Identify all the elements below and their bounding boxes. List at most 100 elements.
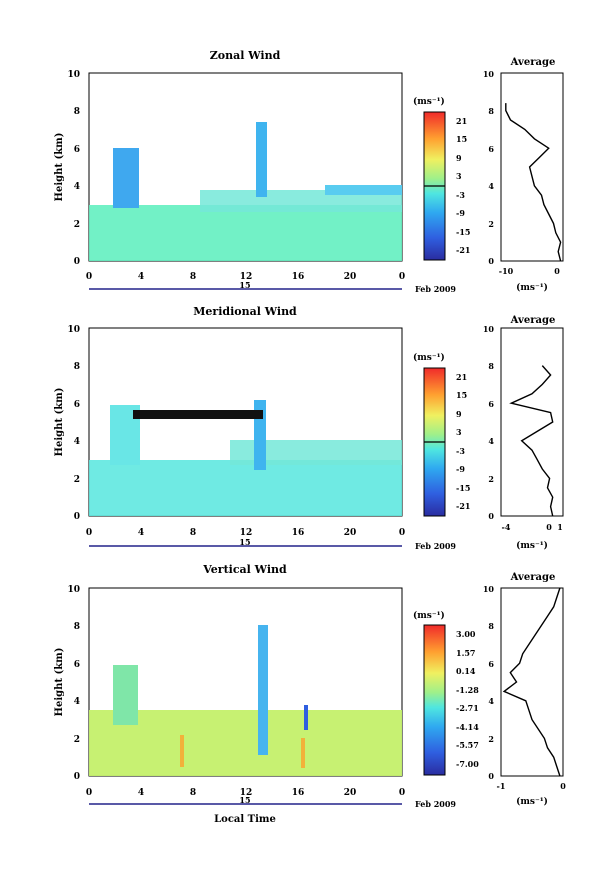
colorbar: (ms⁻¹) 21 15 9 3 -3 -9 -15 -21 [413, 96, 470, 261]
panel-title: Vertical Wind [202, 563, 287, 576]
x-tick: 12 [240, 528, 253, 538]
colorbar-tick: 3 [456, 171, 462, 181]
patch-midday-plume [256, 122, 267, 197]
x-tick: 4 [138, 272, 144, 282]
heatmap-patches [89, 400, 402, 516]
y-axis-label: Height (km) [54, 648, 65, 717]
x-tick: 20 [344, 788, 357, 798]
date-month: Feb 2009 [415, 541, 456, 551]
average-y-tick: 4 [488, 436, 494, 446]
patch-downdraft [304, 705, 308, 730]
colorbar-tick: -21 [456, 501, 470, 511]
average-y-tick: 10 [483, 584, 495, 594]
y-axis: 0 2 4 6 8 10 Height (km) [54, 585, 80, 782]
patch-updraft-mid [301, 738, 305, 768]
average-y-tick: 4 [488, 696, 494, 706]
y-tick: 0 [74, 257, 80, 267]
patch-boundary-layer [89, 205, 402, 261]
patch-cloud-layer [325, 185, 402, 195]
y-axis-label: Height (km) [54, 388, 65, 457]
average-line [505, 103, 562, 262]
colorbar-units: (ms⁻¹) [413, 610, 445, 621]
average-profile: Average 0 2 4 6 8 10 -4 0 1 (ms⁻¹) [483, 315, 564, 551]
panel-vertical: Vertical Wind 0 2 4 6 8 10 Height (km) 0… [54, 563, 566, 825]
average-x-label: (ms⁻¹) [516, 282, 548, 293]
average-y-tick: 8 [488, 106, 494, 116]
colorbar-tick: 0.14 [456, 666, 476, 676]
y-tick: 10 [67, 70, 80, 80]
x-tick: 12 [240, 788, 253, 798]
panel-title: Zonal Wind [210, 49, 281, 62]
x-tick: 0 [399, 788, 405, 798]
colorbar-units: (ms⁻¹) [413, 96, 445, 107]
y-tick: 4 [74, 437, 80, 447]
colorbar-tick: -4.14 [456, 722, 479, 732]
x-tick: 20 [344, 528, 357, 538]
x-tick: 12 [240, 272, 253, 282]
x-tick: 0 [399, 272, 405, 282]
average-y-tick: 2 [488, 219, 494, 229]
x-tick: 8 [190, 272, 196, 282]
average-frame [500, 72, 564, 262]
date-month: Feb 2009 [415, 799, 456, 809]
x-axis: 0 4 8 12 16 20 0 15 Feb 2009 [86, 272, 457, 294]
patch-early-plume [113, 665, 138, 725]
average-x-tick: -10 [499, 266, 514, 276]
date-day: 15 [239, 795, 250, 805]
average-y-tick: 8 [488, 361, 494, 371]
heatmap-patches [89, 625, 402, 776]
average-y-tick: 6 [488, 659, 494, 669]
colorbar-tick: 3.00 [456, 629, 476, 639]
patch-midday-plume [258, 625, 268, 755]
colorbar-tick: -15 [456, 483, 470, 493]
y-tick: 8 [74, 622, 80, 632]
x-tick: 8 [190, 788, 196, 798]
average-x-tick: 0 [546, 522, 552, 532]
colorbar-scale [423, 624, 446, 776]
average-title: Average [510, 315, 556, 326]
average-y-tick: 6 [488, 399, 494, 409]
colorbar-tick: -3 [456, 446, 465, 456]
y-tick: 10 [67, 325, 80, 335]
average-x-tick: -4 [502, 522, 511, 532]
x-tick: 16 [292, 528, 305, 538]
average-y-tick: 10 [483, 69, 495, 79]
average-line [502, 587, 561, 777]
x-tick: 16 [292, 788, 305, 798]
y-tick: 8 [74, 107, 80, 117]
colorbar-tick: -7.00 [456, 759, 479, 769]
x-tick: 0 [86, 272, 92, 282]
date-day: 15 [239, 537, 250, 547]
colorbar-tick: -21 [456, 245, 470, 255]
average-frame [500, 587, 564, 777]
colorbar-tick: 9 [456, 153, 462, 163]
date-day: 15 [239, 280, 250, 290]
y-tick: 0 [74, 512, 80, 522]
colorbar-tick: -5.57 [456, 740, 479, 750]
patch-early-plume [113, 148, 139, 208]
colorbar-tick: -1.28 [456, 685, 479, 695]
average-y-tick: 10 [483, 324, 495, 334]
colorbar-tick: -3 [456, 190, 465, 200]
colorbar-units: (ms⁻¹) [413, 352, 445, 363]
patch-stripe [133, 410, 263, 419]
average-title: Average [510, 572, 556, 583]
x-tick: 0 [86, 528, 92, 538]
average-y-tick: 0 [488, 256, 494, 266]
y-tick: 10 [67, 585, 80, 595]
y-axis: 0 2 4 6 8 10 Height (km) [54, 325, 80, 522]
patch-boundary-layer [89, 710, 402, 776]
colorbar-tick: -9 [456, 464, 465, 474]
colorbar: (ms⁻¹) 3.00 1.57 0.14 -1.28 -2.71 -4.14 … [413, 610, 479, 776]
colorbar-tick: -15 [456, 227, 470, 237]
average-x-tick: -1 [497, 781, 506, 791]
colorbar-tick: -9 [456, 208, 465, 218]
x-axis-title: Local Time [214, 814, 276, 825]
average-x-tick: 1 [557, 522, 563, 532]
average-profile: Average 0 2 4 6 8 10 -1 0 (ms⁻¹) [483, 572, 566, 807]
panel-meridional: Meridional Wind 0 2 4 6 8 10 Height (km)… [54, 305, 564, 551]
average-y-tick: 8 [488, 621, 494, 631]
panel-zonal: Zonal Wind 0 2 4 6 8 10 Height (km) 0 4 … [54, 49, 564, 294]
colorbar-tick: 21 [456, 116, 467, 126]
